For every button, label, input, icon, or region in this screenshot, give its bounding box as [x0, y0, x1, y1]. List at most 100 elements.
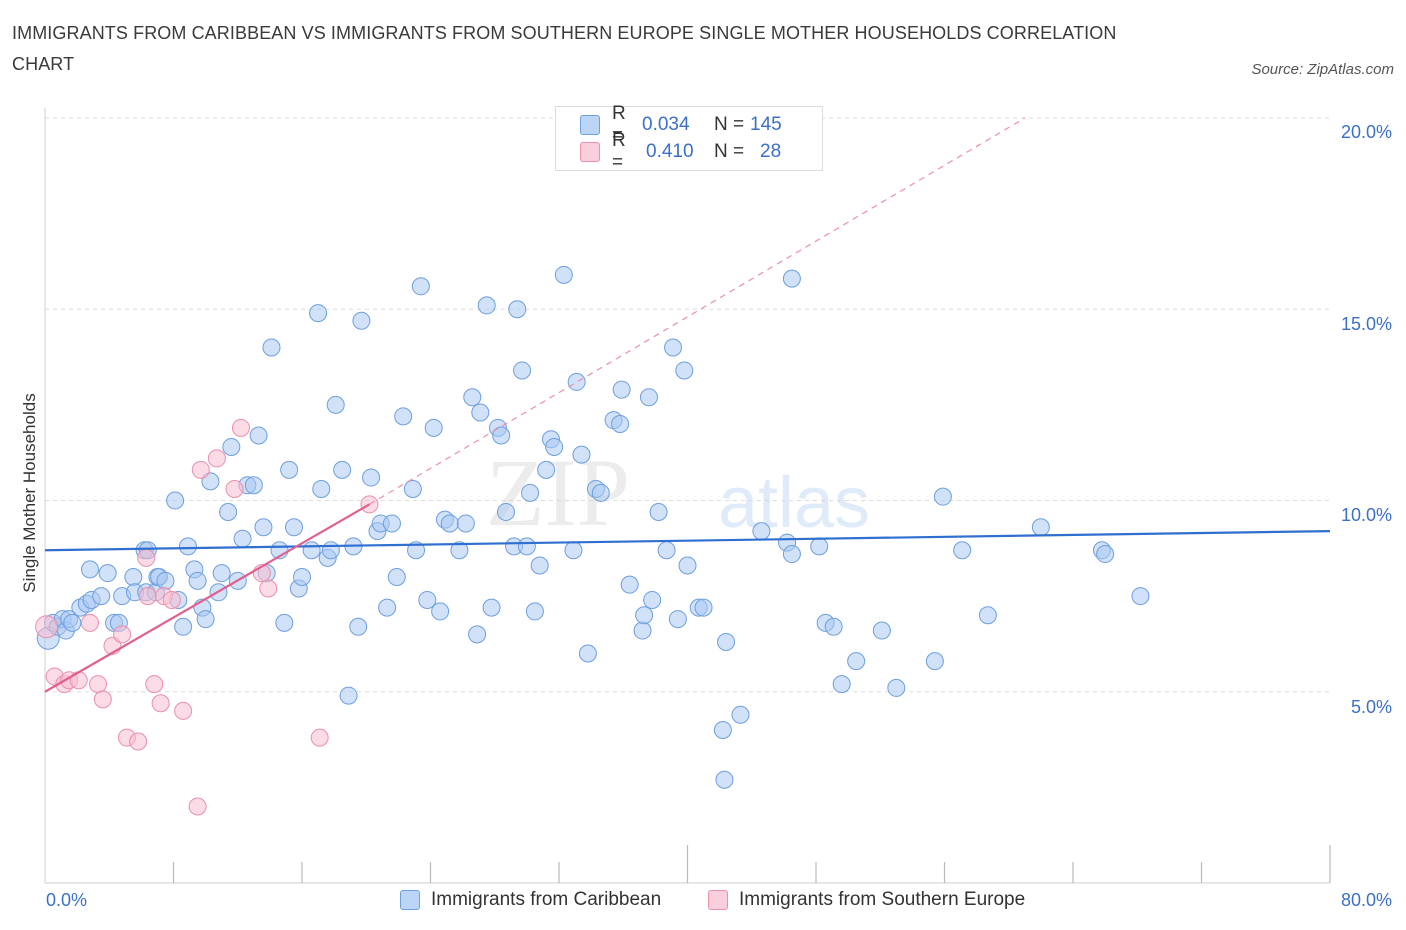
- caribbean-point: [219, 502, 238, 521]
- caribbean-point: [98, 564, 117, 583]
- southern-europe-point: [174, 701, 193, 720]
- caribbean-point: [188, 571, 207, 590]
- caribbean-point: [635, 606, 654, 625]
- caribbean-point: [362, 468, 381, 487]
- caribbean-point: [925, 652, 944, 671]
- x-tick-min: 0.0%: [46, 890, 88, 910]
- watermark: ZIP atlas: [486, 439, 870, 546]
- n-value: 28: [760, 141, 782, 162]
- southern-europe-point: [310, 728, 329, 747]
- legend-label: Immigrants from Caribbean: [431, 889, 662, 910]
- caribbean-point: [513, 361, 532, 380]
- caribbean-point: [567, 372, 586, 391]
- caribbean-point: [537, 460, 556, 479]
- caribbean-point: [643, 590, 662, 609]
- n-label: N =: [714, 141, 745, 162]
- caribbean-point: [124, 568, 143, 586]
- caribbean-point: [887, 678, 906, 697]
- chart-title: IMMIGRANTS FROM CARIBBEAN VS IMMIGRANTS …: [12, 23, 1117, 74]
- legend-row-caribbean: R = 0.034 N = 145: [580, 103, 782, 146]
- caribbean-point: [201, 472, 220, 491]
- southern-europe-point: [138, 587, 157, 606]
- southern-europe-point: [162, 590, 181, 609]
- caribbean-point: [715, 770, 734, 789]
- caribbean-point: [810, 537, 829, 556]
- caribbean-point: [620, 575, 639, 594]
- southern-europe-point: [145, 675, 164, 694]
- caribbean-point: [284, 518, 303, 537]
- legend-item-southern-europe[interactable]: Immigrants from Southern Europe: [708, 889, 1025, 911]
- caribbean-point: [244, 476, 263, 495]
- caribbean-point: [92, 587, 111, 606]
- caribbean-point: [564, 541, 583, 560]
- caribbean-point: [933, 487, 952, 506]
- southern-europe-point: [80, 613, 99, 632]
- caribbean-point: [293, 568, 311, 586]
- caribbean-point: [713, 721, 732, 739]
- southern-europe-point: [137, 548, 156, 567]
- legend-row-southern-europe: R = 0.410 N = 28: [580, 130, 782, 173]
- southern-europe-point: [231, 418, 250, 437]
- caribbean-point: [411, 277, 430, 296]
- caribbean-point: [824, 617, 843, 636]
- caribbean-point: [275, 613, 294, 632]
- caribbean-point: [639, 388, 658, 407]
- caribbean-point: [508, 300, 527, 319]
- caribbean-point: [978, 606, 997, 625]
- caribbean-point: [525, 602, 544, 621]
- caribbean-point: [450, 541, 469, 560]
- southern-europe-point: [89, 675, 108, 694]
- caribbean-point: [847, 652, 866, 671]
- southern-europe-point: [35, 615, 59, 639]
- caribbean-point: [1096, 545, 1115, 564]
- caribbean-point: [554, 265, 573, 284]
- caribbean-point: [333, 460, 352, 479]
- caribbean-point: [1131, 587, 1150, 606]
- legend-item-caribbean[interactable]: Immigrants from Caribbean: [400, 889, 661, 911]
- caribbean-point: [174, 617, 193, 636]
- caribbean-point: [832, 675, 851, 694]
- trendlines: [44, 117, 1331, 693]
- caribbean-point: [80, 560, 99, 579]
- caribbean-point: [521, 483, 540, 502]
- caribbean-point: [578, 644, 597, 663]
- caribbean-point: [612, 380, 631, 399]
- caribbean-point: [312, 480, 331, 499]
- caribbean-point: [517, 537, 536, 556]
- caribbean-point: [309, 304, 328, 323]
- caribbean-point: [668, 610, 687, 629]
- series-legend: Immigrants from Caribbean Immigrants fro…: [0, 889, 1406, 917]
- axes: [44, 108, 1331, 884]
- gridlines: [45, 117, 1330, 693]
- legend-label: Immigrants from Southern Europe: [739, 889, 1026, 910]
- caribbean-point: [418, 590, 437, 609]
- southern-europe-point: [129, 732, 148, 751]
- caribbean-point: [222, 437, 241, 456]
- blue-swatch: [580, 115, 600, 135]
- r-label: R =: [612, 130, 626, 173]
- caribbean-point: [482, 598, 501, 617]
- caribbean-point: [530, 556, 549, 575]
- caribbean-point: [717, 633, 736, 652]
- source-label: Source: ZipAtlas.com: [1251, 61, 1394, 78]
- caribbean-point: [477, 296, 496, 315]
- r-label: R =: [612, 103, 626, 146]
- y-tick-20: 20.0%: [1340, 122, 1392, 142]
- southern-europe-point: [113, 625, 132, 644]
- caribbean-point: [649, 502, 668, 521]
- southern-europe-point: [207, 449, 226, 468]
- caribbean-point: [262, 338, 281, 357]
- caribbean-point: [394, 407, 413, 426]
- n-value: 145: [750, 114, 782, 135]
- caribbean-point: [212, 564, 231, 583]
- y-tick-5: 5.0%: [1350, 697, 1392, 717]
- y-tick-10: 10.0%: [1340, 505, 1392, 525]
- caribbean-point: [440, 514, 459, 533]
- caribbean-point: [782, 545, 801, 564]
- caribbean-point: [254, 518, 273, 537]
- caribbean-point: [387, 568, 406, 586]
- caribbean-point: [339, 686, 358, 705]
- caribbean-point: [352, 311, 371, 330]
- caribbean-point: [321, 541, 340, 560]
